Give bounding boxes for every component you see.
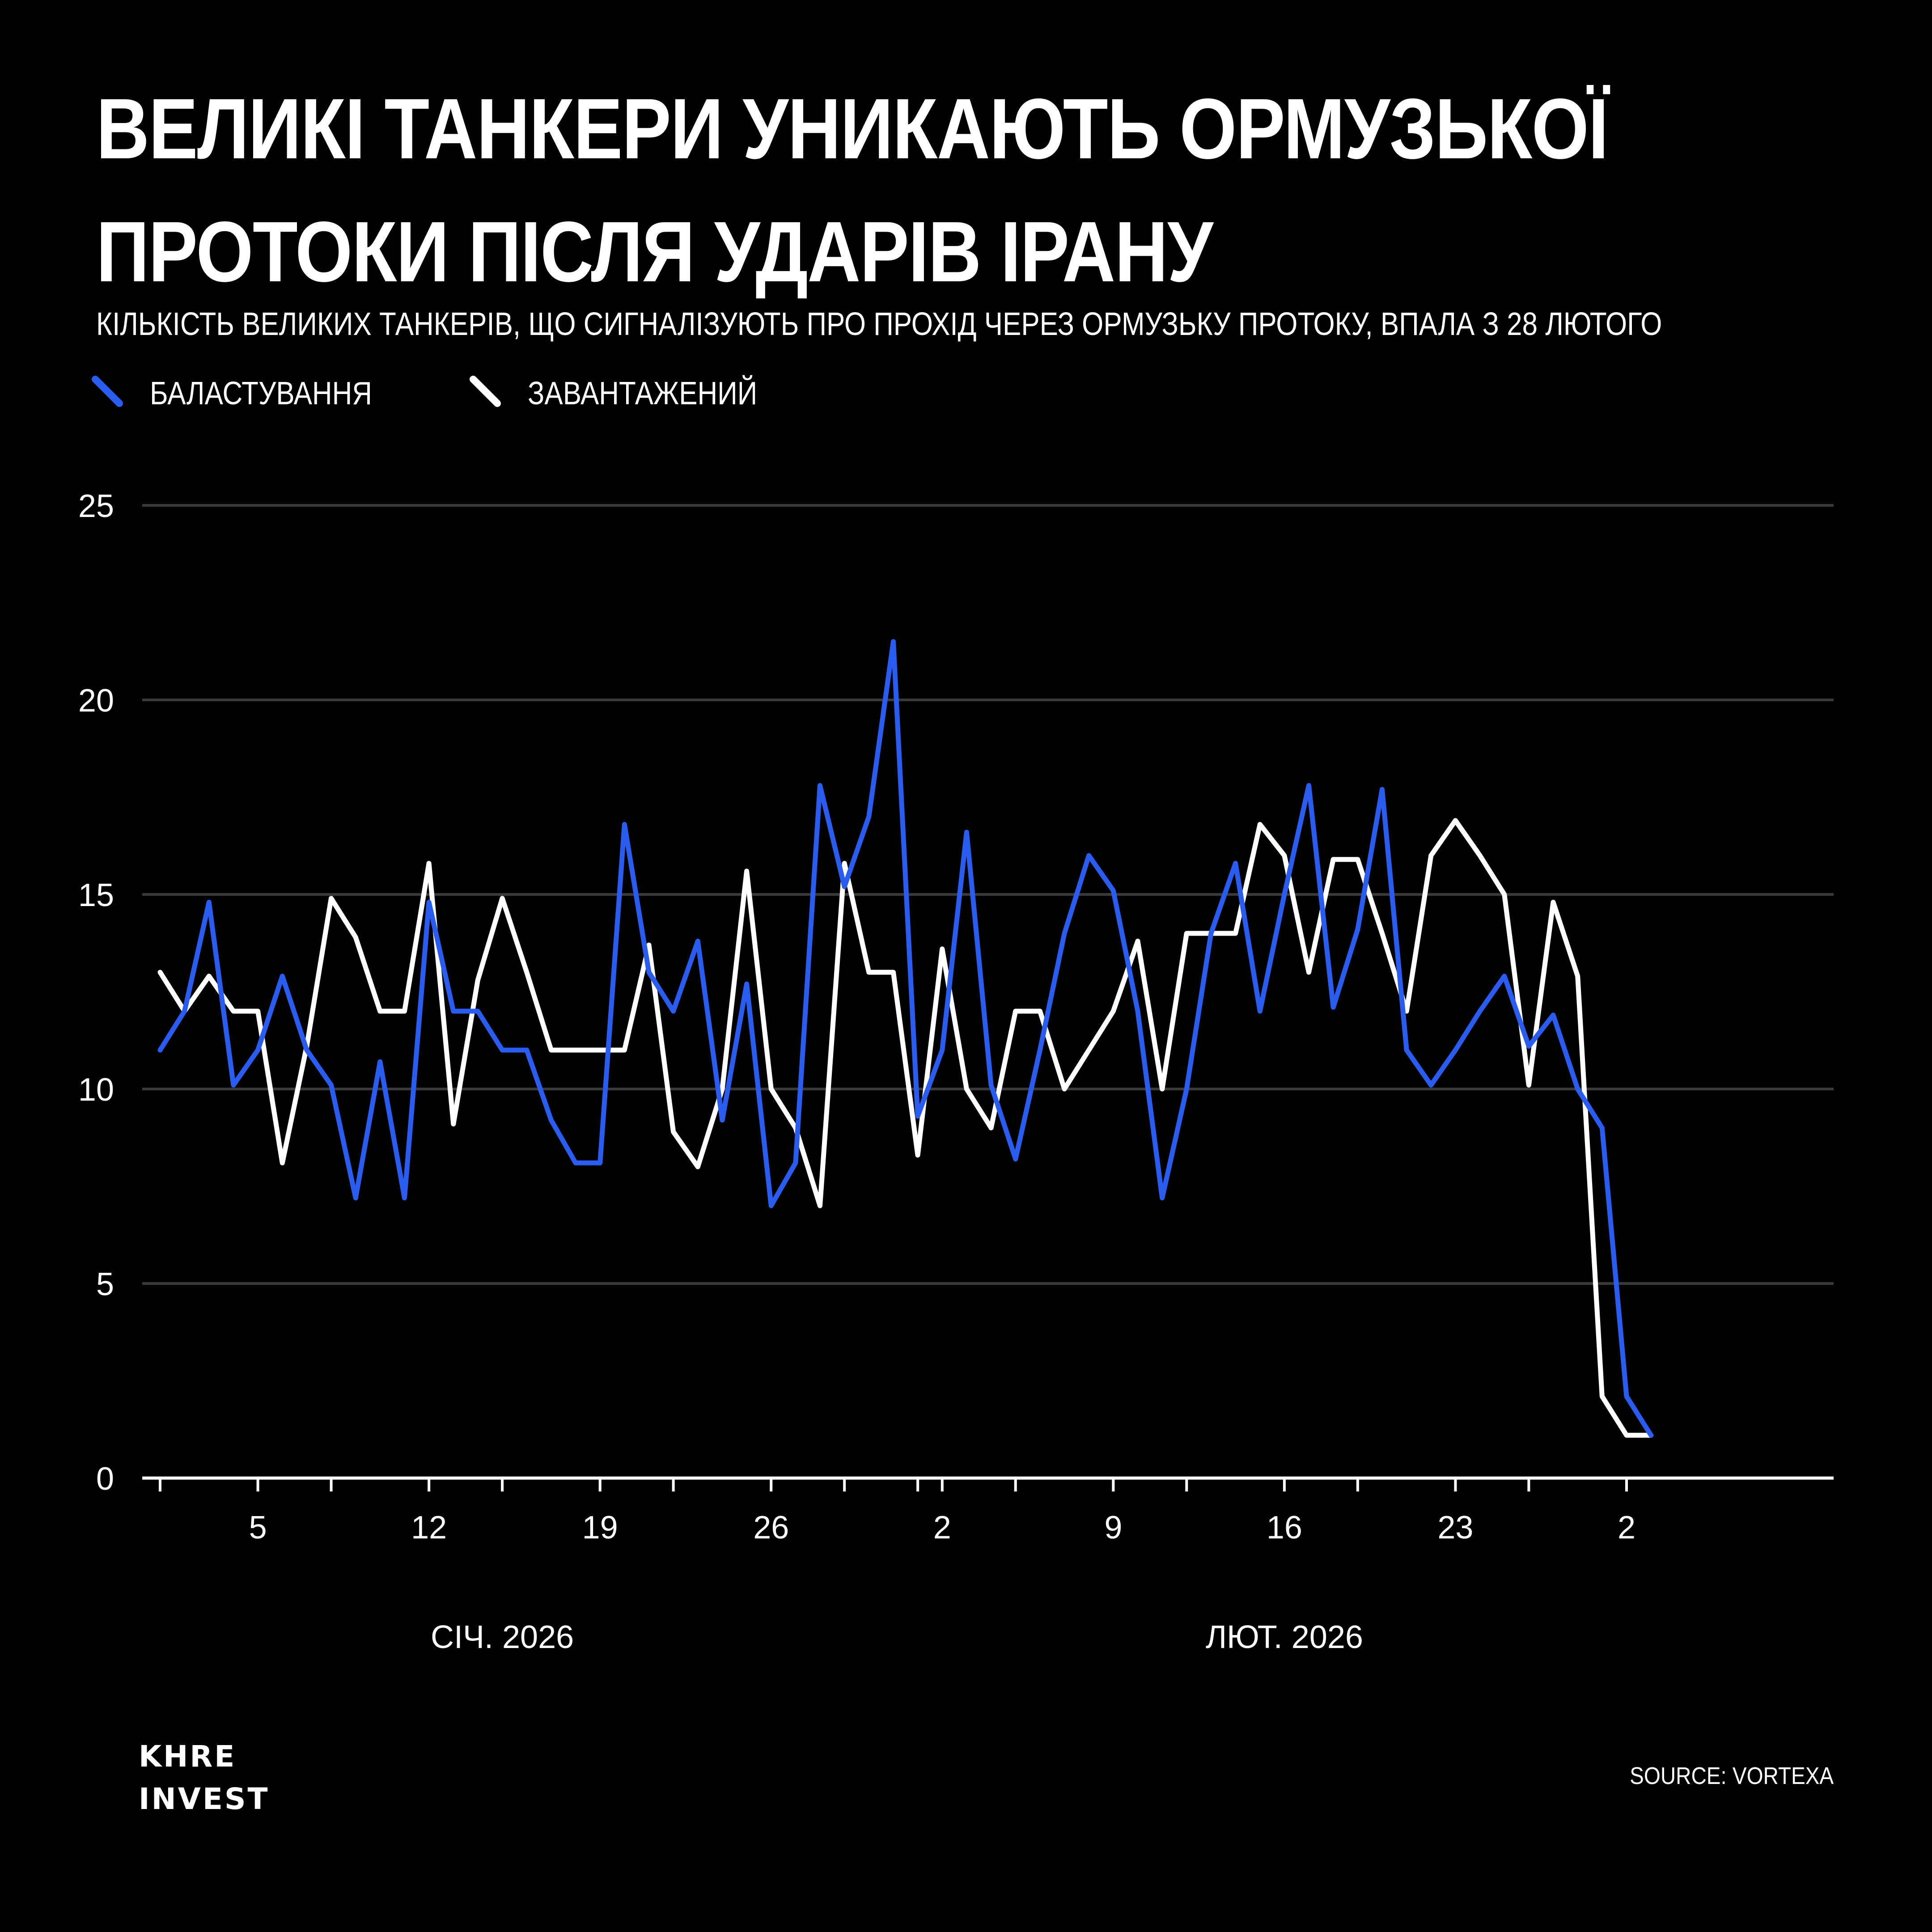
- y-tick-label: 5: [96, 1267, 114, 1302]
- legend-label-ballast: БАЛАСТУВАННЯ: [150, 376, 373, 411]
- y-tick-label: 15: [78, 877, 114, 913]
- x-tick-label: 19: [582, 1510, 618, 1546]
- y-tick-label: 0: [96, 1461, 114, 1497]
- x-tick-label: 2: [933, 1510, 951, 1546]
- x-tick-label: 9: [1104, 1510, 1122, 1546]
- x-axis: 5 12 19 26 2 9 16 23 2 СІЧ. 2026 ЛЮТ. 2026: [142, 1476, 1834, 1655]
- chart-subtitle: КІЛЬКІСТЬ ВЕЛИКИХ ТАНКЕРІВ, ЩО СИГНАЛІЗУ…: [96, 306, 1662, 342]
- title-line-1: ВЕЛИКІ ТАНКЕРИ УНИКАЮТЬ ОРМУЗЬКОЇ: [96, 80, 1609, 177]
- gridlines: [142, 504, 1834, 1285]
- x-tick-label: 2: [1618, 1510, 1635, 1546]
- y-tick-label: 25: [78, 488, 114, 524]
- x-tick-label: 5: [249, 1510, 267, 1546]
- logo-line-2: INVEST: [139, 1782, 270, 1816]
- y-tick-label: 10: [78, 1072, 114, 1108]
- y-axis: 0 5 10 15 20 25: [78, 488, 114, 1497]
- legend: БАЛАСТУВАННЯ ЗАВАНТАЖЕНИЙ: [92, 367, 941, 420]
- x-tick-label: 12: [411, 1510, 447, 1546]
- chart-title: ВЕЛИКІ ТАНКЕРИ УНИКАЮТЬ ОРМУЗЬКОЇ ПРОТОК…: [96, 67, 1609, 313]
- khre-invest-logo: KHRE INVEST: [139, 1735, 270, 1820]
- legend-label-laden: ЗАВАНТАЖЕНИЙ: [528, 376, 758, 411]
- month-label: СІЧ. 2026: [431, 1619, 574, 1655]
- title-line-2: ПРОТОКИ ПІСЛЯ УДАРІВ ІРАНУ: [96, 203, 1213, 300]
- x-tick-label: 23: [1437, 1510, 1473, 1546]
- source-note: SOURCE: VORTEXA: [1630, 1763, 1834, 1789]
- month-label: ЛЮТ. 2026: [1206, 1619, 1363, 1655]
- legend-swatch-ballast: [92, 376, 123, 407]
- x-tick-label: 26: [753, 1510, 789, 1546]
- legend-swatch-laden: [470, 376, 501, 407]
- x-tick-label: 16: [1267, 1510, 1302, 1546]
- series-lines: [157, 639, 1654, 1438]
- y-tick-label: 20: [78, 683, 114, 719]
- series-line-ballast: [157, 639, 1654, 1438]
- logo-line-1: KHRE: [139, 1739, 237, 1774]
